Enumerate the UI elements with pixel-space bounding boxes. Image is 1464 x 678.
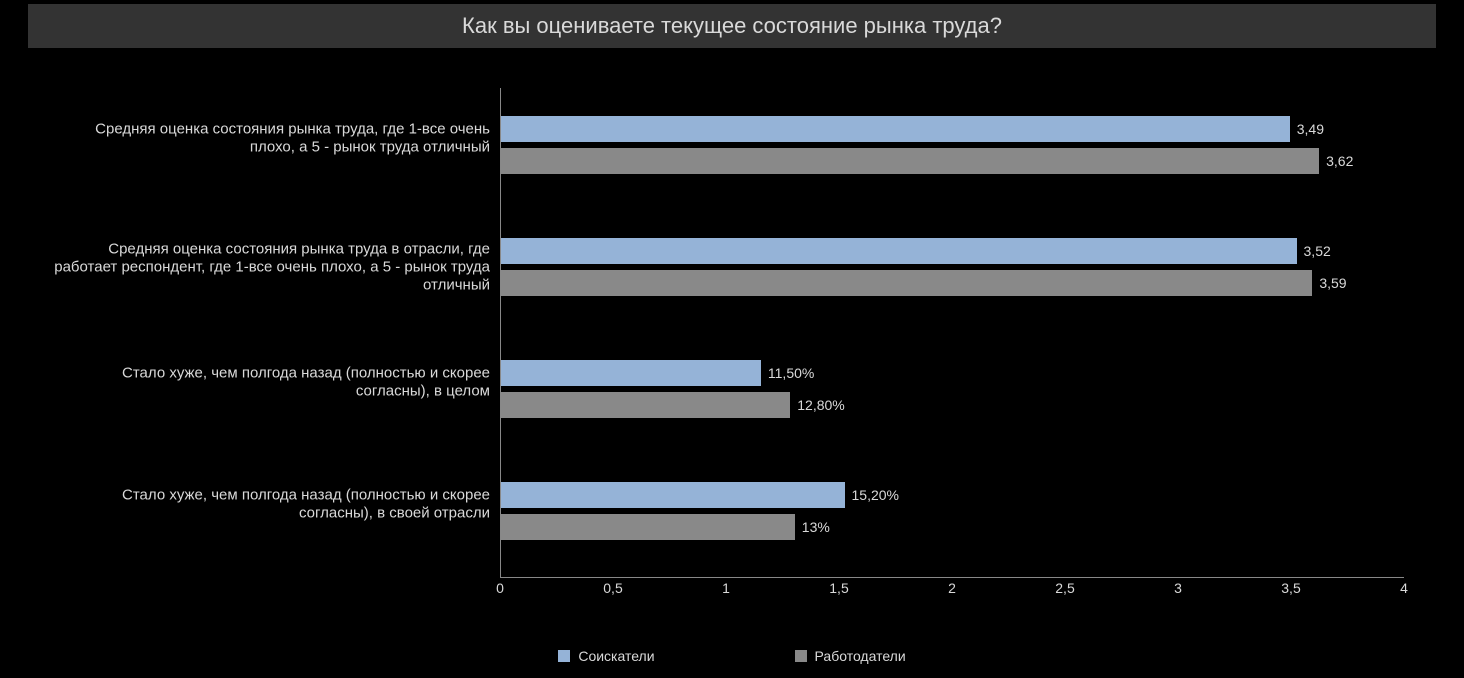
bar-series2 xyxy=(501,392,790,418)
x-tick-label: 4 xyxy=(1400,580,1408,596)
x-tick-label: 3 xyxy=(1174,580,1182,596)
bar-value-series2: 3,59 xyxy=(1313,270,1346,296)
category-label: Средняя оценка состояния рынка труда в о… xyxy=(50,241,490,295)
legend-label-series1: Соискатели xyxy=(578,648,654,664)
legend-item-series1: Соискатели xyxy=(558,648,654,664)
x-tick-label: 0,5 xyxy=(603,580,622,596)
bar-series1 xyxy=(501,360,761,386)
category-label: Стало хуже, чем полгода назад (полностью… xyxy=(50,486,490,522)
x-axis xyxy=(500,577,1404,578)
x-tick-label: 2,5 xyxy=(1055,580,1074,596)
x-tick-label: 3,5 xyxy=(1281,580,1300,596)
chart-title: Как вы оцениваете текущее состояние рынк… xyxy=(462,13,1002,39)
x-tick-label: 0 xyxy=(496,580,504,596)
bar-series1 xyxy=(501,116,1290,142)
legend: Соискатели Работодатели xyxy=(0,648,1464,664)
legend-item-series2: Работодатели xyxy=(795,648,906,664)
chart-area: 3,493,623,523,5911,50%12,80%15,20%13% 00… xyxy=(40,78,1424,598)
bar-series2 xyxy=(501,514,795,540)
plot-region: 3,49 3,62 3,52 3,59 11,50% 12,80% 15,20% 13% xyxy=(500,88,1404,578)
x-tick-label: 1,5 xyxy=(829,580,848,596)
category-label: Средняя оценка состояния рынка труда, гд… xyxy=(50,120,490,156)
bar-value-series2: 13% xyxy=(796,514,830,540)
chart-title-bar: Как вы оцениваете текущее состояние рынк… xyxy=(28,4,1436,48)
bar-series2 xyxy=(501,270,1312,296)
legend-swatch-series2 xyxy=(795,650,807,662)
bar-value-series1: 15,20% xyxy=(846,482,899,508)
bar-value-series1: 11,50% xyxy=(762,360,814,386)
bar-value-series1: 3,49 xyxy=(1291,116,1324,142)
x-tick-label: 2 xyxy=(948,580,956,596)
legend-swatch-series1 xyxy=(558,650,570,662)
legend-label-series2: Работодатели xyxy=(815,648,906,664)
bar-value-series2: 3,62 xyxy=(1320,148,1353,174)
x-tick-label: 1 xyxy=(722,580,730,596)
bar-value-series1: 3,52 xyxy=(1298,238,1331,264)
bar-series1 xyxy=(501,482,845,508)
bar-value-series2: 12,80% xyxy=(791,392,844,418)
bar-series1 xyxy=(501,238,1297,264)
bar-series2 xyxy=(501,148,1319,174)
category-label: Стало хуже, чем полгода назад (полностью… xyxy=(50,364,490,400)
